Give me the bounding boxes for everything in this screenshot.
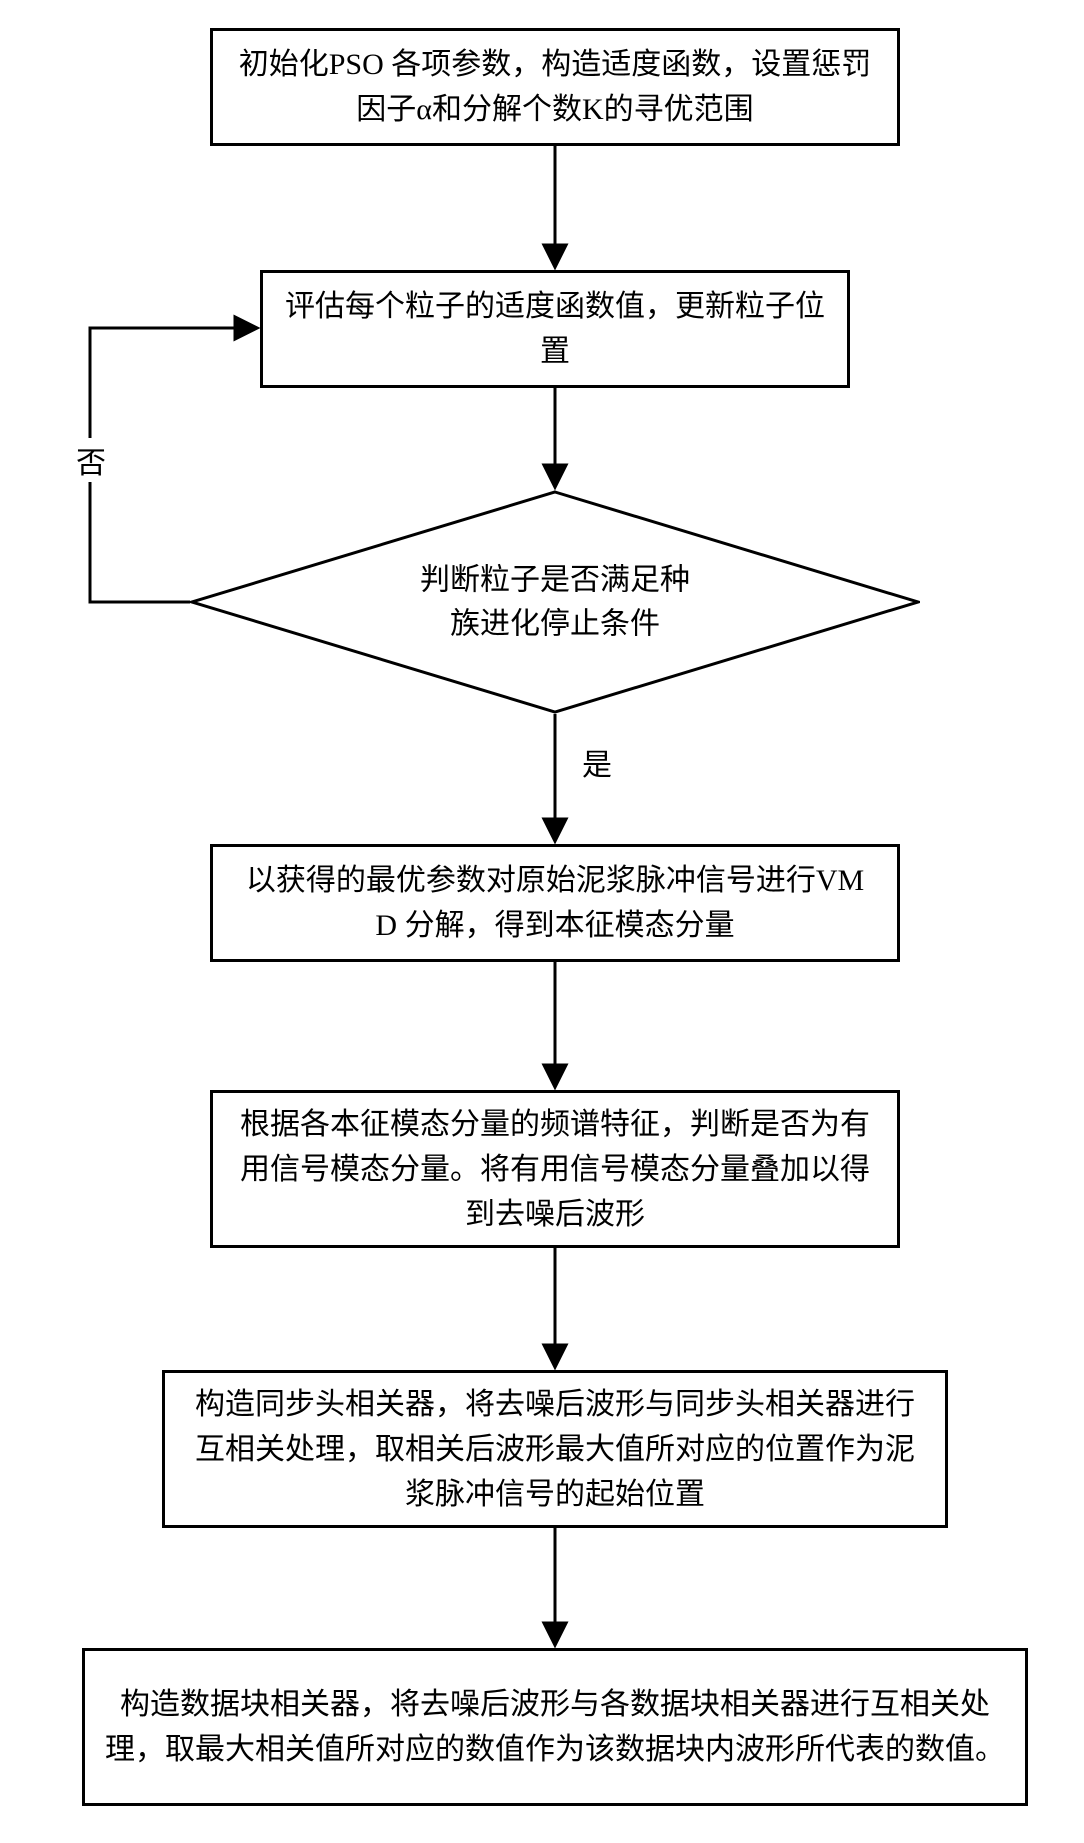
edge-label-no: 否 [72,438,110,482]
node-text: 构造同步头相关器，将去噪后波形与同步头相关器进行互相关处理，取相关后波形最大值所… [185,1382,925,1517]
node-datablock-correlator: 构造数据块相关器，将去噪后波形与各数据块相关器进行互相关处理，取最大相关值所对应… [82,1648,1028,1806]
node-decision-stop: 判断粒子是否满足种 族进化停止条件 [190,490,920,714]
edge-label-yes: 是 [578,740,616,784]
node-text: 评估每个粒子的适度函数值，更新粒子位置 [283,284,827,374]
node-evaluate-particles: 评估每个粒子的适度函数值，更新粒子位置 [260,270,850,388]
node-text: 以获得的最优参数对原始泥浆脉冲信号进行VM D 分解，得到本征模态分量 [233,858,877,948]
node-sync-correlator: 构造同步头相关器，将去噪后波形与同步头相关器进行互相关处理，取相关后波形最大值所… [162,1370,948,1528]
node-spectrum-denoise: 根据各本征模态分量的频谱特征，判断是否为有用信号模态分量。将有用信号模态分量叠加… [210,1090,900,1248]
node-init-pso: 初始化PSO 各项参数，构造适度函数，设置惩罚因子α和分解个数K的寻优范围 [210,28,900,146]
node-text: 判断粒子是否满足种 族进化停止条件 [190,559,920,646]
node-text: 初始化PSO 各项参数，构造适度函数，设置惩罚因子α和分解个数K的寻优范围 [233,42,877,132]
node-text: 根据各本征模态分量的频谱特征，判断是否为有用信号模态分量。将有用信号模态分量叠加… [233,1102,877,1237]
node-text: 构造数据块相关器，将去噪后波形与各数据块相关器进行互相关处理，取最大相关值所对应… [105,1682,1005,1772]
node-vmd-decompose: 以获得的最优参数对原始泥浆脉冲信号进行VM D 分解，得到本征模态分量 [210,844,900,962]
